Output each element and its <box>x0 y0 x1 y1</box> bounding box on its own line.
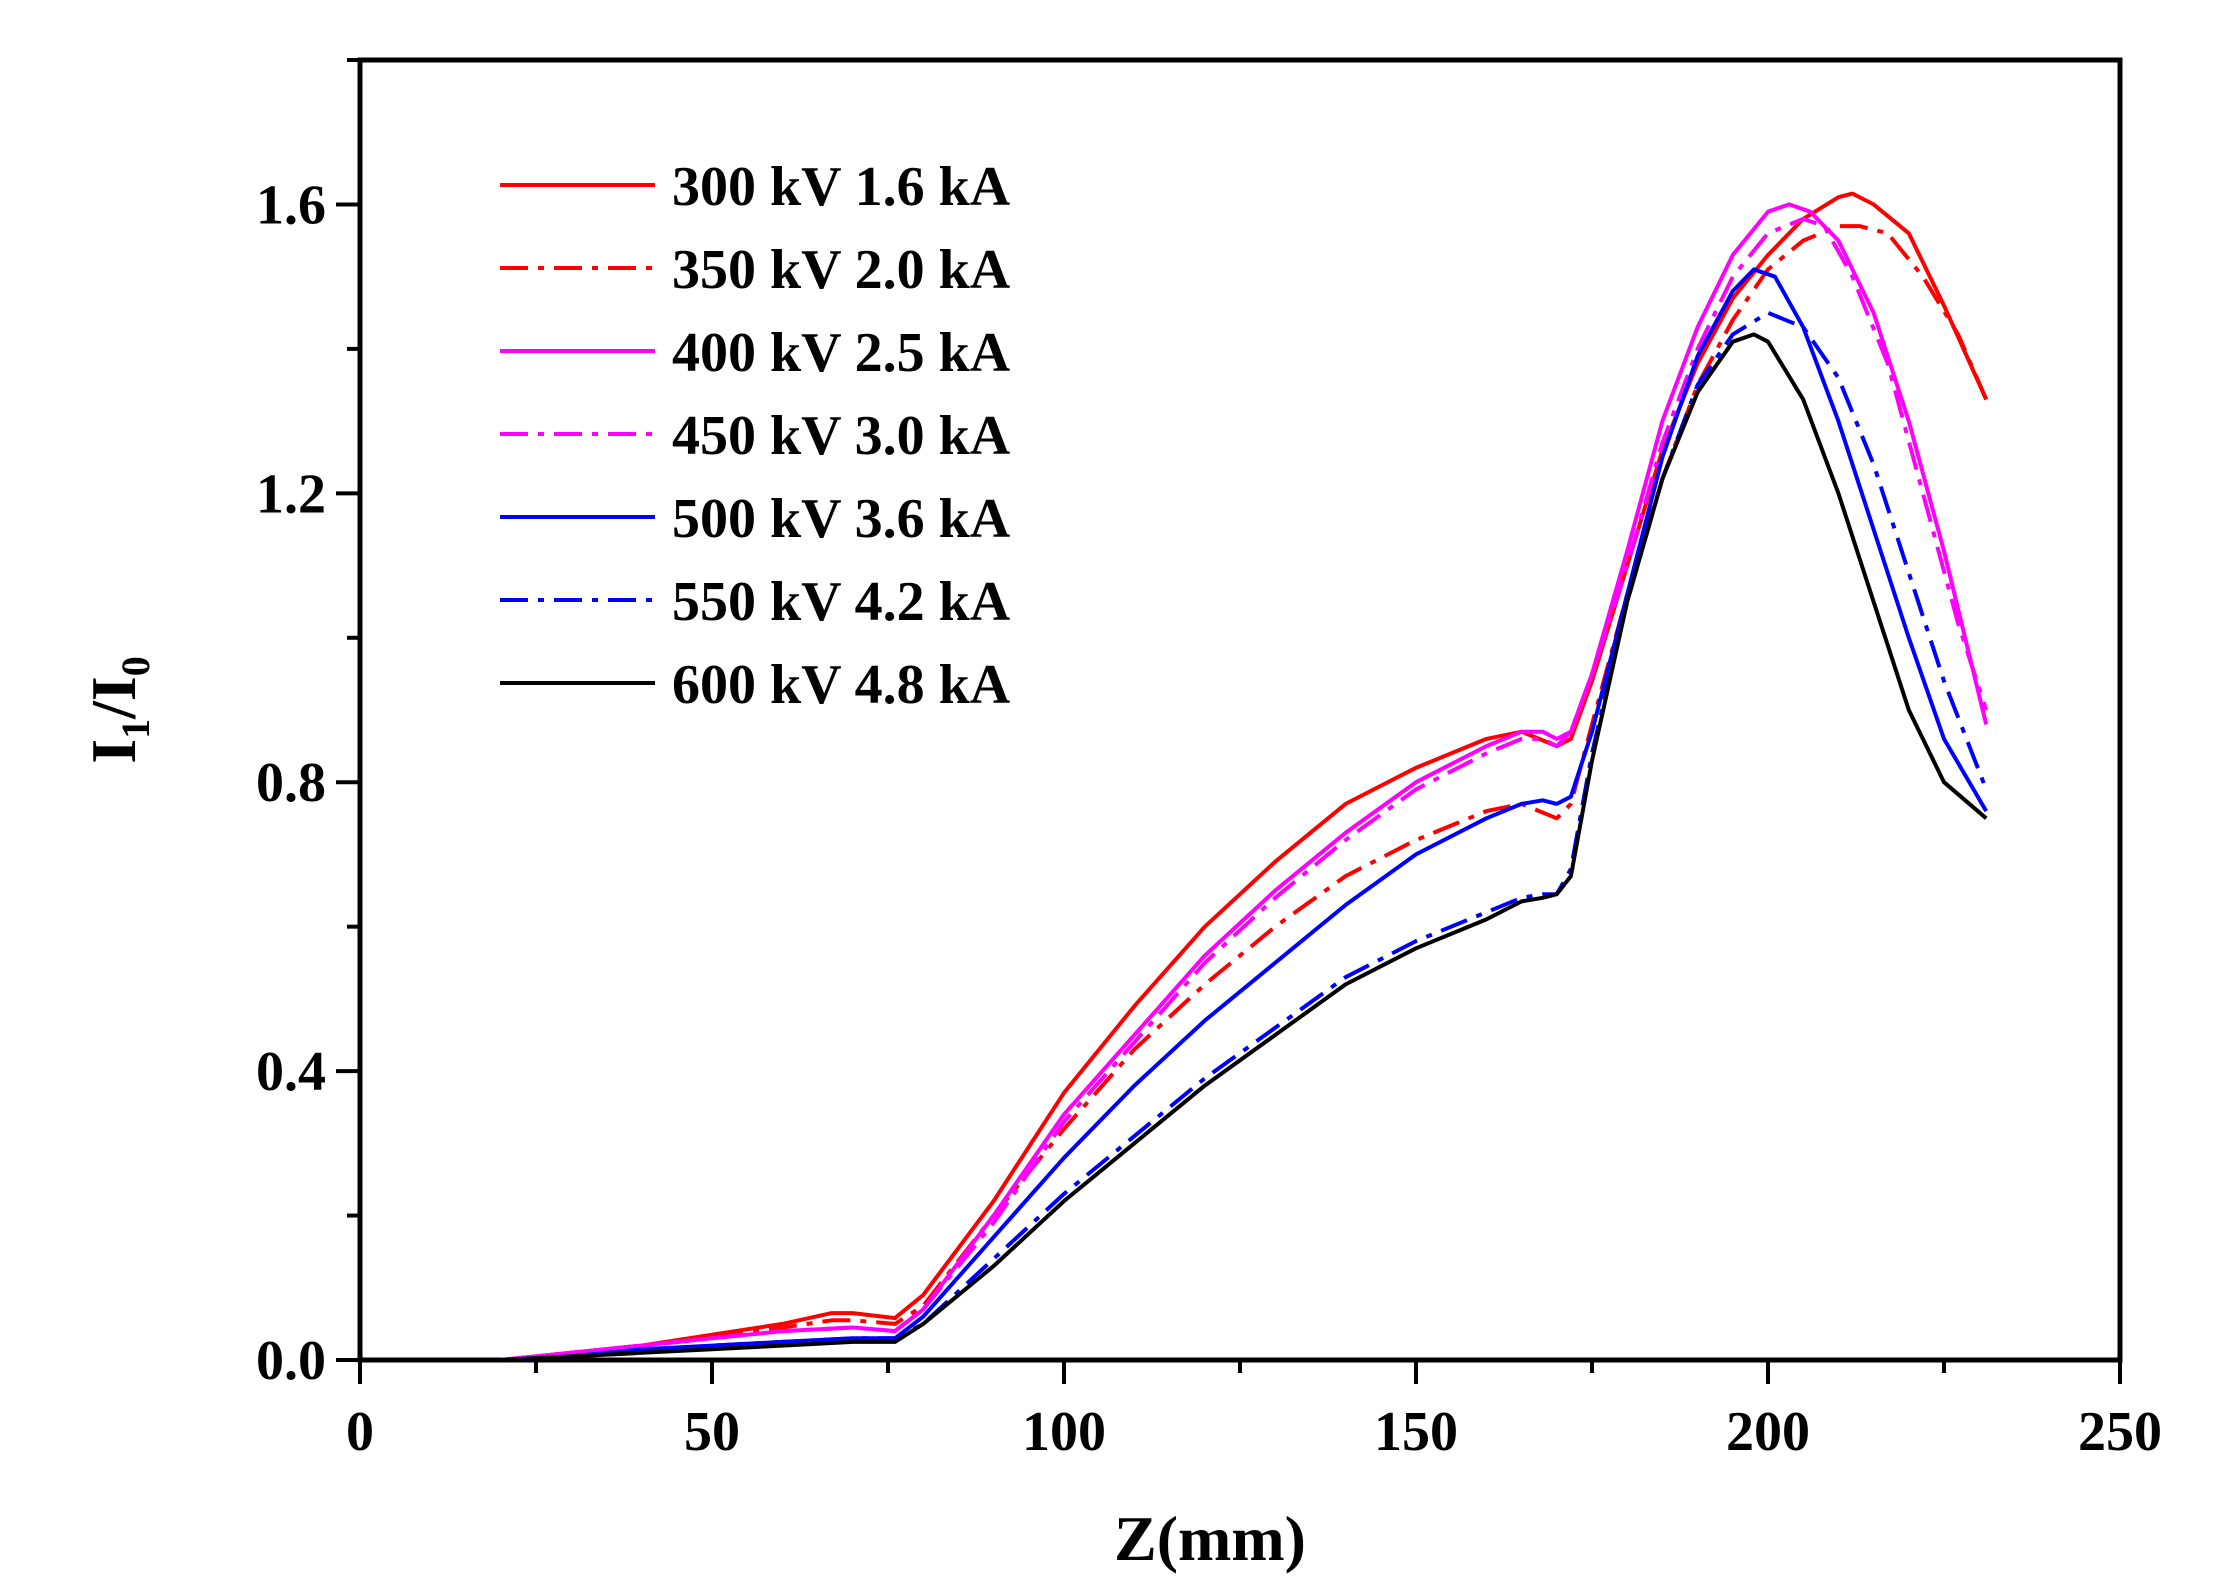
legend-label: 400 kV 2.5 kA <box>672 322 1011 384</box>
legend: 300 kV 1.6 kA 350 kV 2.0 kA 400 kV 2.5 kA 4… <box>500 156 1011 716</box>
legend-label: 350 kV 2.0 kA <box>672 239 1011 301</box>
x-tick-label: 150 <box>1374 1401 1458 1463</box>
y-axis-title-sep: /I <box>78 676 149 720</box>
x-tick-label: 50 <box>684 1401 740 1463</box>
x-tick-label: 250 <box>2078 1401 2162 1463</box>
legend-label: 500 kV 3.6 kA <box>672 488 1011 550</box>
y-tick-label: 0.8 <box>256 752 326 814</box>
y-axis-title-sub2: 0 <box>113 656 158 676</box>
series-line <box>500 224 1989 1362</box>
y-tick-label: 0.0 <box>256 1330 326 1392</box>
y-axis-title: I1/I0 <box>78 656 158 764</box>
series-layer <box>500 191 1989 1362</box>
y-tick-label: 1.6 <box>256 174 326 236</box>
x-tick-label: 0 <box>346 1401 374 1463</box>
y-axis-title-sub1: 1 <box>113 719 158 739</box>
series-line <box>500 310 1989 1362</box>
tick-labels: 0 50 100 150 200 250 0.0 0.4 0.8 1.2 1.6 <box>256 174 2162 1463</box>
legend-label: 550 kV 4.2 kA <box>672 571 1011 633</box>
series-line <box>500 191 1989 1362</box>
series-line <box>500 216 1989 1362</box>
legend-label: 600 kV 4.8 kA <box>672 654 1011 716</box>
legend-label: 450 kV 3.0 kA <box>672 405 1011 467</box>
x-tick-label: 100 <box>1022 1401 1106 1463</box>
x-axis-title: Z(mm) <box>1114 1503 1306 1574</box>
series-line <box>500 332 1988 1362</box>
legend-label: 300 kV 1.6 kA <box>672 156 1011 218</box>
axis-ticks <box>336 58 2122 1384</box>
y-tick-label: 1.2 <box>256 463 326 525</box>
y-axis-title-main: I <box>78 739 149 764</box>
x-tick-label: 200 <box>1726 1401 1810 1463</box>
plot-frame <box>357 57 2123 1363</box>
y-tick-label: 0.4 <box>256 1041 326 1103</box>
